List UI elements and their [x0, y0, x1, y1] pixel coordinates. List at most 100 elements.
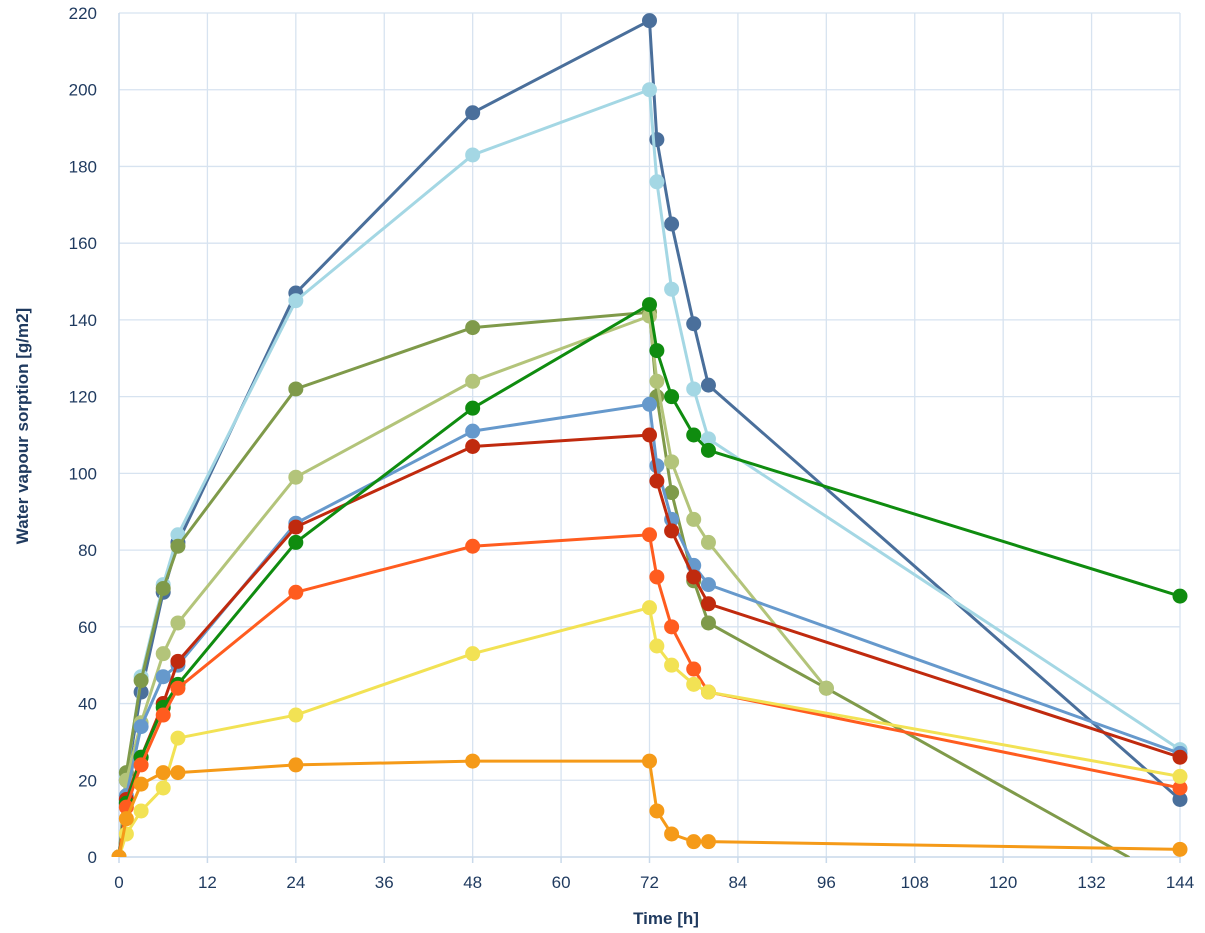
data-point	[642, 753, 657, 769]
data-point	[686, 834, 702, 850]
series-line	[117, 310, 1130, 857]
data-point	[642, 297, 657, 313]
data-point	[700, 534, 716, 550]
data-point	[664, 485, 680, 501]
x-tick-label: 0	[114, 873, 123, 892]
data-point	[649, 174, 665, 190]
data-point	[700, 442, 716, 458]
data-point	[465, 105, 481, 121]
data-point	[465, 538, 481, 554]
data-point	[133, 803, 149, 819]
data-point	[700, 377, 716, 393]
data-point	[642, 82, 657, 98]
data-point	[700, 834, 716, 850]
y-axis-title: Water vapour sorption [g/m2]	[13, 308, 32, 544]
axes	[118, 13, 1181, 863]
data-point	[642, 13, 657, 29]
x-tick-label: 96	[817, 873, 836, 892]
data-point	[664, 826, 680, 842]
y-tick-label: 0	[88, 848, 97, 867]
data-point	[170, 653, 186, 669]
data-point	[700, 577, 716, 593]
data-point	[155, 646, 171, 662]
data-point	[288, 584, 304, 600]
data-point	[700, 615, 716, 631]
data-point	[288, 757, 304, 773]
data-point	[686, 316, 702, 332]
data-point	[465, 400, 481, 416]
y-tick-label: 60	[78, 618, 97, 637]
x-tick-label: 60	[552, 873, 571, 892]
data-point	[649, 373, 665, 389]
data-point	[686, 676, 702, 692]
data-point	[465, 320, 481, 336]
data-point	[465, 439, 481, 455]
x-tick-label: 48	[463, 873, 482, 892]
data-point	[642, 600, 657, 616]
data-point	[133, 719, 149, 735]
data-point	[155, 707, 171, 723]
data-point	[1172, 780, 1188, 796]
series-layer	[111, 13, 1188, 857]
data-point	[288, 534, 304, 550]
data-point	[686, 381, 702, 397]
data-point	[288, 519, 304, 535]
data-point	[1172, 791, 1188, 807]
data-point	[649, 473, 665, 489]
series-10	[111, 753, 1188, 857]
x-tick-label: 36	[375, 873, 394, 892]
data-point	[133, 757, 149, 773]
data-point	[700, 684, 716, 700]
data-point	[700, 596, 716, 612]
x-tick-label: 120	[989, 873, 1017, 892]
x-tick-label: 144	[1166, 873, 1194, 892]
data-point	[288, 381, 304, 397]
data-point	[649, 458, 665, 474]
data-point	[700, 431, 716, 447]
data-point	[465, 147, 481, 163]
data-point	[111, 849, 127, 857]
x-tick-label: 12	[198, 873, 217, 892]
data-point	[642, 396, 657, 412]
data-point	[288, 469, 304, 485]
y-tick-label: 180	[69, 157, 97, 176]
data-point	[465, 423, 481, 439]
data-point	[155, 765, 171, 781]
data-point	[1172, 841, 1188, 857]
data-point	[649, 343, 665, 359]
data-point	[288, 293, 304, 309]
data-point	[155, 580, 171, 596]
x-tick-label: 24	[286, 873, 305, 892]
data-point	[664, 619, 680, 635]
y-tick-label: 80	[78, 541, 97, 560]
data-point	[664, 216, 680, 232]
x-tick-label: 72	[640, 873, 659, 892]
data-point	[465, 753, 481, 769]
data-point	[664, 523, 680, 539]
data-point	[686, 511, 702, 527]
data-point	[649, 803, 665, 819]
data-point	[642, 427, 657, 443]
data-point	[133, 776, 149, 792]
data-point	[155, 780, 171, 796]
data-point	[664, 657, 680, 673]
y-tick-label: 200	[69, 81, 97, 100]
y-tick-label: 140	[69, 311, 97, 330]
x-tick-label: 84	[728, 873, 747, 892]
data-point	[649, 569, 665, 585]
data-point	[465, 373, 481, 389]
data-point	[686, 569, 702, 585]
data-point	[818, 680, 834, 696]
data-point	[1172, 588, 1188, 604]
data-point	[649, 638, 665, 654]
data-point	[664, 389, 680, 405]
data-point	[170, 680, 186, 696]
data-point	[170, 730, 186, 746]
data-point	[155, 669, 171, 685]
y-tick-label: 40	[78, 695, 97, 714]
data-point	[288, 707, 304, 723]
x-axis-title: Time [h]	[633, 909, 699, 928]
data-point	[170, 527, 186, 543]
